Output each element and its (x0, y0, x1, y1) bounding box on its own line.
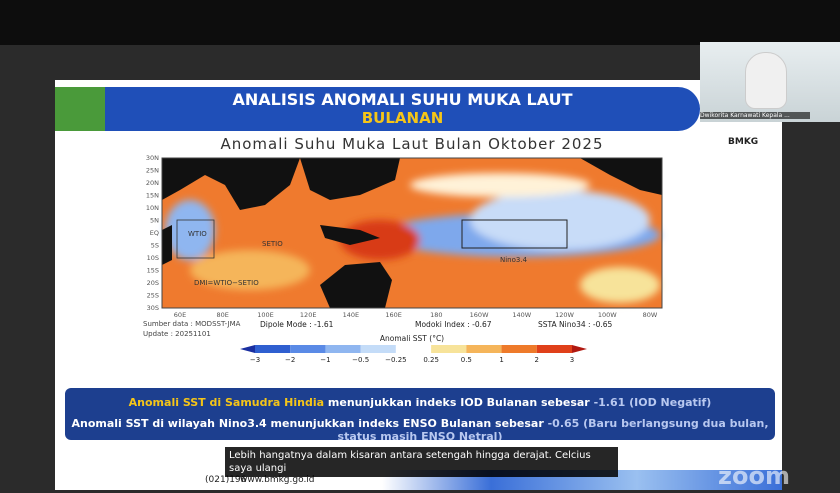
colorbar-segment (290, 345, 326, 353)
colorbar-tick-label: −1 (320, 356, 330, 364)
lon-label: 100E (257, 311, 274, 319)
cold-patch (165, 200, 215, 260)
region-label: DMI=WTIO−SETIO (194, 279, 259, 287)
speaker-face (745, 52, 787, 109)
map-axes: 30N 25N 20N 15N 10N 5N EQ 5S 10S 15S 20S 25S 30S 60E 8… (146, 154, 658, 319)
lat-label: EQ (150, 229, 159, 237)
lat-label: 15S (147, 267, 159, 275)
landmass (300, 158, 400, 200)
title-accent (55, 87, 105, 131)
neutral-patch (410, 173, 590, 197)
lon-label: 160W (470, 311, 489, 319)
lon-label: 80W (643, 311, 658, 319)
lon-label: 120E (300, 311, 317, 319)
colorbar-segment (255, 345, 291, 353)
colorbar-tick-label: 3 (570, 356, 574, 364)
lat-label: 10N (146, 204, 159, 212)
lat-label: 30N (146, 154, 159, 162)
colorbar-segment (395, 345, 432, 353)
info-text: menunjukkan indeks IOD Bulanan sebesar (327, 396, 590, 409)
colorbar: −3 −2 −1 −0.5 −0.25 0.25 0.5 1 2 3 (240, 345, 587, 364)
region-label: Nino3.4 (500, 256, 528, 264)
lon-label: 180 (430, 311, 442, 319)
colorbar-segment (431, 345, 467, 353)
colorbar-tick-label: 2 (535, 356, 539, 364)
index-label: Modoki Index : -0.67 (415, 320, 492, 329)
colorbar-segment (325, 345, 361, 353)
lat-label: 20N (146, 179, 159, 187)
nino-box (461, 219, 568, 249)
map-title: Anomali Suhu Muka Laut Bulan Oktober 202… (220, 135, 604, 153)
bmkg-logo: BMKG (728, 137, 759, 147)
zoom-watermark: zoom (718, 462, 790, 490)
info-value: -1.61 (IOD Negatif) (593, 396, 712, 409)
update-label: Update : 20251101 (143, 330, 211, 338)
lat-label: 25S (147, 292, 159, 300)
index-label: SSTA Nino34 : -0.65 (538, 320, 613, 329)
colorbar-title: Anomali SST (°C) (380, 334, 444, 343)
colorbar-end (572, 345, 587, 353)
colorbar-tick-label: −3 (250, 356, 260, 364)
index-label: Dipole Mode : -1.61 (260, 320, 334, 329)
lat-label: 15N (146, 192, 159, 200)
lat-label: 20S (147, 279, 159, 287)
map-frame (161, 157, 663, 309)
colorbar-tick-label: 1 (499, 356, 503, 364)
lon-label: 140W (512, 311, 531, 319)
colorbar-tick-label: 0.5 (461, 356, 472, 364)
lat-label: 5N (150, 217, 159, 225)
speaker-name: Dwikorita Karnawati Kepala ... (700, 112, 810, 119)
info-highlight: Anomali SST di Samudra Hindia (128, 396, 325, 409)
slide-title: ANALISIS ANOMALI SUHU MUKA LAUT (232, 90, 573, 109)
info-line: Anomali SST di Samudra Hindia menunjukka… (65, 396, 775, 409)
footer-website: www.bmkg.go.id (240, 475, 315, 485)
lon-label: 80E (217, 311, 229, 319)
lon-label: 100W (598, 311, 617, 319)
title-band: ANALISIS ANOMALI SUHU MUKA LAUT BULANAN (105, 87, 700, 131)
wtio-box (176, 219, 215, 259)
lon-label: 160E (385, 311, 402, 319)
lat-label: 25N (146, 167, 159, 175)
landmass (320, 225, 380, 245)
lon-label: 120W (555, 311, 574, 319)
footer-phone: (021)196 (205, 475, 247, 485)
warm-patch (580, 267, 660, 303)
colorbar-tick-label: −0.5 (352, 356, 369, 364)
lat-label: 30S (147, 304, 159, 312)
info-box: Anomali SST di Samudra Hindia menunjukka… (65, 388, 775, 440)
colorbar-end (240, 345, 255, 353)
info-text: Anomali SST di wilayah Nino3.4 menunjukk… (71, 417, 544, 430)
landmass (162, 158, 300, 210)
webcam: Dwikorita Karnawati Kepala ... (700, 42, 840, 122)
colorbar-segment (466, 345, 502, 353)
info-line: Anomali SST di wilayah Nino3.4 menunjukk… (65, 417, 775, 440)
slide-subtitle: BULANAN (361, 109, 444, 127)
info-value: -0.65 (Baru berlangsung dua bulan, statu… (337, 417, 769, 440)
lon-label: 140E (343, 311, 360, 319)
colorbar-tick-label: −2 (285, 356, 295, 364)
lat-label: 5S (151, 242, 159, 250)
landmass (162, 225, 172, 265)
colorbar-tick-label: 0.25 (423, 356, 439, 364)
lon-label: 60E (174, 311, 186, 319)
colorbar-segment (360, 345, 396, 353)
land (162, 158, 662, 308)
landmass (580, 158, 662, 195)
lat-label: 10S (147, 254, 159, 262)
colorbar-tick-label: −0.25 (385, 356, 406, 364)
warm-patch (190, 250, 310, 290)
landmass (320, 262, 392, 308)
anomaly-patches (165, 173, 660, 303)
colorbar-segment (536, 345, 572, 353)
caption: Lebih hangatnya dalam kisaran antara set… (225, 447, 618, 477)
region-label: SETIO (262, 240, 283, 248)
region-label: WTIO (188, 230, 207, 238)
source-label: Sumber data : MODSST-JMA (143, 320, 241, 328)
colorbar-segment (501, 345, 537, 353)
